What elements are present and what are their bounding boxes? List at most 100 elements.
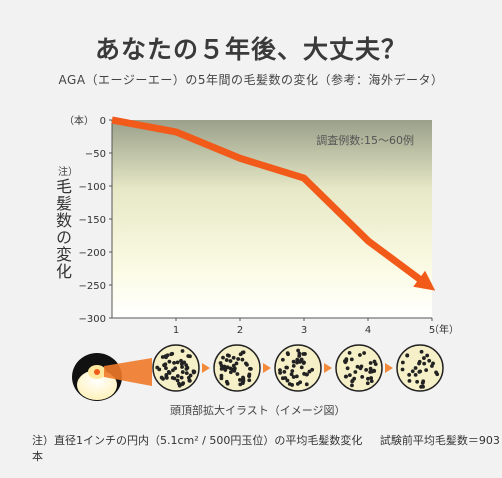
- hair-dot: [247, 374, 252, 379]
- hair-dot: [227, 353, 231, 358]
- x-tick-label: 1: [173, 325, 179, 336]
- y-tick-label: −100: [79, 182, 106, 193]
- hair-dot: [370, 369, 374, 374]
- hair-dot: [295, 357, 300, 362]
- y-axis-note: 注）: [58, 167, 78, 178]
- y-tick-label: −200: [79, 248, 106, 259]
- hair-dot: [365, 381, 370, 386]
- scalp-circle: [152, 344, 200, 392]
- hair-dot: [295, 360, 299, 365]
- x-tick-label: 4: [365, 325, 371, 336]
- scalp-circle: [396, 344, 444, 392]
- hair-dot: [218, 361, 223, 365]
- x-tick-label: 3: [301, 325, 307, 336]
- hair-dot: [400, 367, 405, 372]
- hair-dot: [418, 369, 423, 374]
- y-tick-label: −250: [79, 281, 106, 292]
- hair-dot: [422, 361, 427, 366]
- hair-dot: [407, 378, 412, 383]
- hair-dot: [179, 358, 183, 363]
- hair-dot: [424, 368, 429, 372]
- hair-dot: [285, 378, 290, 383]
- hair-dot: [182, 360, 187, 365]
- page-title: あなたの５年後、大丈夫？: [94, 35, 407, 64]
- hair-dot: [431, 361, 435, 366]
- hair-dot: [299, 365, 304, 370]
- y-tick-label: −150: [79, 215, 106, 226]
- y-unit-label: （本）: [64, 114, 94, 127]
- hair-dot: [357, 353, 362, 357]
- hair-dot: [184, 371, 189, 376]
- hair-dot: [223, 368, 228, 372]
- hair-dot: [192, 369, 197, 374]
- series-arrowhead: [413, 270, 436, 291]
- hair-dot: [302, 360, 306, 365]
- hair-dot: [173, 366, 178, 371]
- hair-dot: [180, 370, 185, 374]
- hair-dot: [165, 353, 170, 358]
- hair-dot: [167, 359, 172, 364]
- hair-dot: [186, 354, 191, 358]
- hair-dot: [180, 365, 184, 369]
- hair-dot: [162, 363, 166, 368]
- hair-dot: [368, 366, 373, 371]
- hair-dot: [241, 376, 246, 381]
- footnote: 注）直径1インチの円内（5.1cm² / 500円玉位）の平均毛髪数変化 試験前…: [32, 432, 502, 464]
- hair-dot: [295, 381, 300, 386]
- arrow-right-icon: [385, 363, 393, 373]
- hair-dot: [343, 374, 348, 379]
- hair-dot: [421, 384, 425, 389]
- hair-dot: [164, 366, 168, 371]
- hair-dot: [175, 374, 180, 378]
- hair-dot: [180, 349, 185, 353]
- hair-dot: [307, 369, 312, 374]
- hair-dot: [304, 382, 309, 387]
- hair-dot: [238, 377, 242, 382]
- hair-dot: [238, 352, 243, 357]
- hair-dot: [417, 359, 422, 364]
- hair-dot: [368, 361, 373, 365]
- arrow-right-icon: [324, 363, 332, 373]
- footnote-baseline: 試験前平均毛髪数＝903本: [32, 434, 500, 463]
- hair-dot: [366, 376, 370, 381]
- footnote-note: 注）直径1インチの円内（5.1cm² / 500円玉位）の平均毛髪数変化: [32, 434, 363, 447]
- hair-dot: [177, 383, 182, 388]
- hair-dot: [304, 372, 309, 377]
- hair-dot: [184, 367, 189, 371]
- hair-dot: [427, 358, 432, 363]
- hair-dot: [228, 366, 233, 371]
- hair-dot: [422, 356, 426, 360]
- hair-dot: [425, 353, 430, 358]
- hair-dot: [353, 370, 358, 374]
- scalp-circle: [335, 344, 383, 392]
- hair-dot: [419, 349, 424, 354]
- hair-dot: [224, 379, 229, 384]
- hair-dot: [224, 358, 229, 362]
- illustration-caption: 頭頂部拡大イラスト（イメージ図）: [170, 404, 346, 417]
- hair-dot: [247, 378, 252, 383]
- y-tick-label: −50: [85, 149, 106, 160]
- hair-dot: [172, 361, 176, 365]
- hair-dot: [400, 360, 405, 365]
- hair-dot: [284, 365, 289, 370]
- hair-dot: [235, 372, 240, 376]
- hair-dot: [160, 355, 165, 359]
- hair-dot: [310, 367, 315, 372]
- hair-dot: [405, 353, 410, 358]
- hair-dot: [238, 382, 243, 387]
- scalp-circle: [274, 344, 322, 392]
- hair-dot: [234, 361, 239, 366]
- hair-dot: [184, 363, 189, 368]
- x-unit-label: （年）: [429, 323, 459, 336]
- data-marks: [111, 116, 436, 291]
- hair-dot: [157, 367, 162, 372]
- y-axis-label-group: 注） 毛髪数の変化: [47, 163, 78, 280]
- hair-dot: [434, 370, 438, 375]
- hair-dot: [231, 355, 236, 360]
- scalp-circle: [213, 344, 261, 392]
- hair-dot: [248, 367, 253, 371]
- hair-dot: [350, 383, 354, 388]
- hair-dot: [347, 373, 352, 378]
- hair-dot: [159, 375, 164, 380]
- hair-dot: [352, 376, 357, 381]
